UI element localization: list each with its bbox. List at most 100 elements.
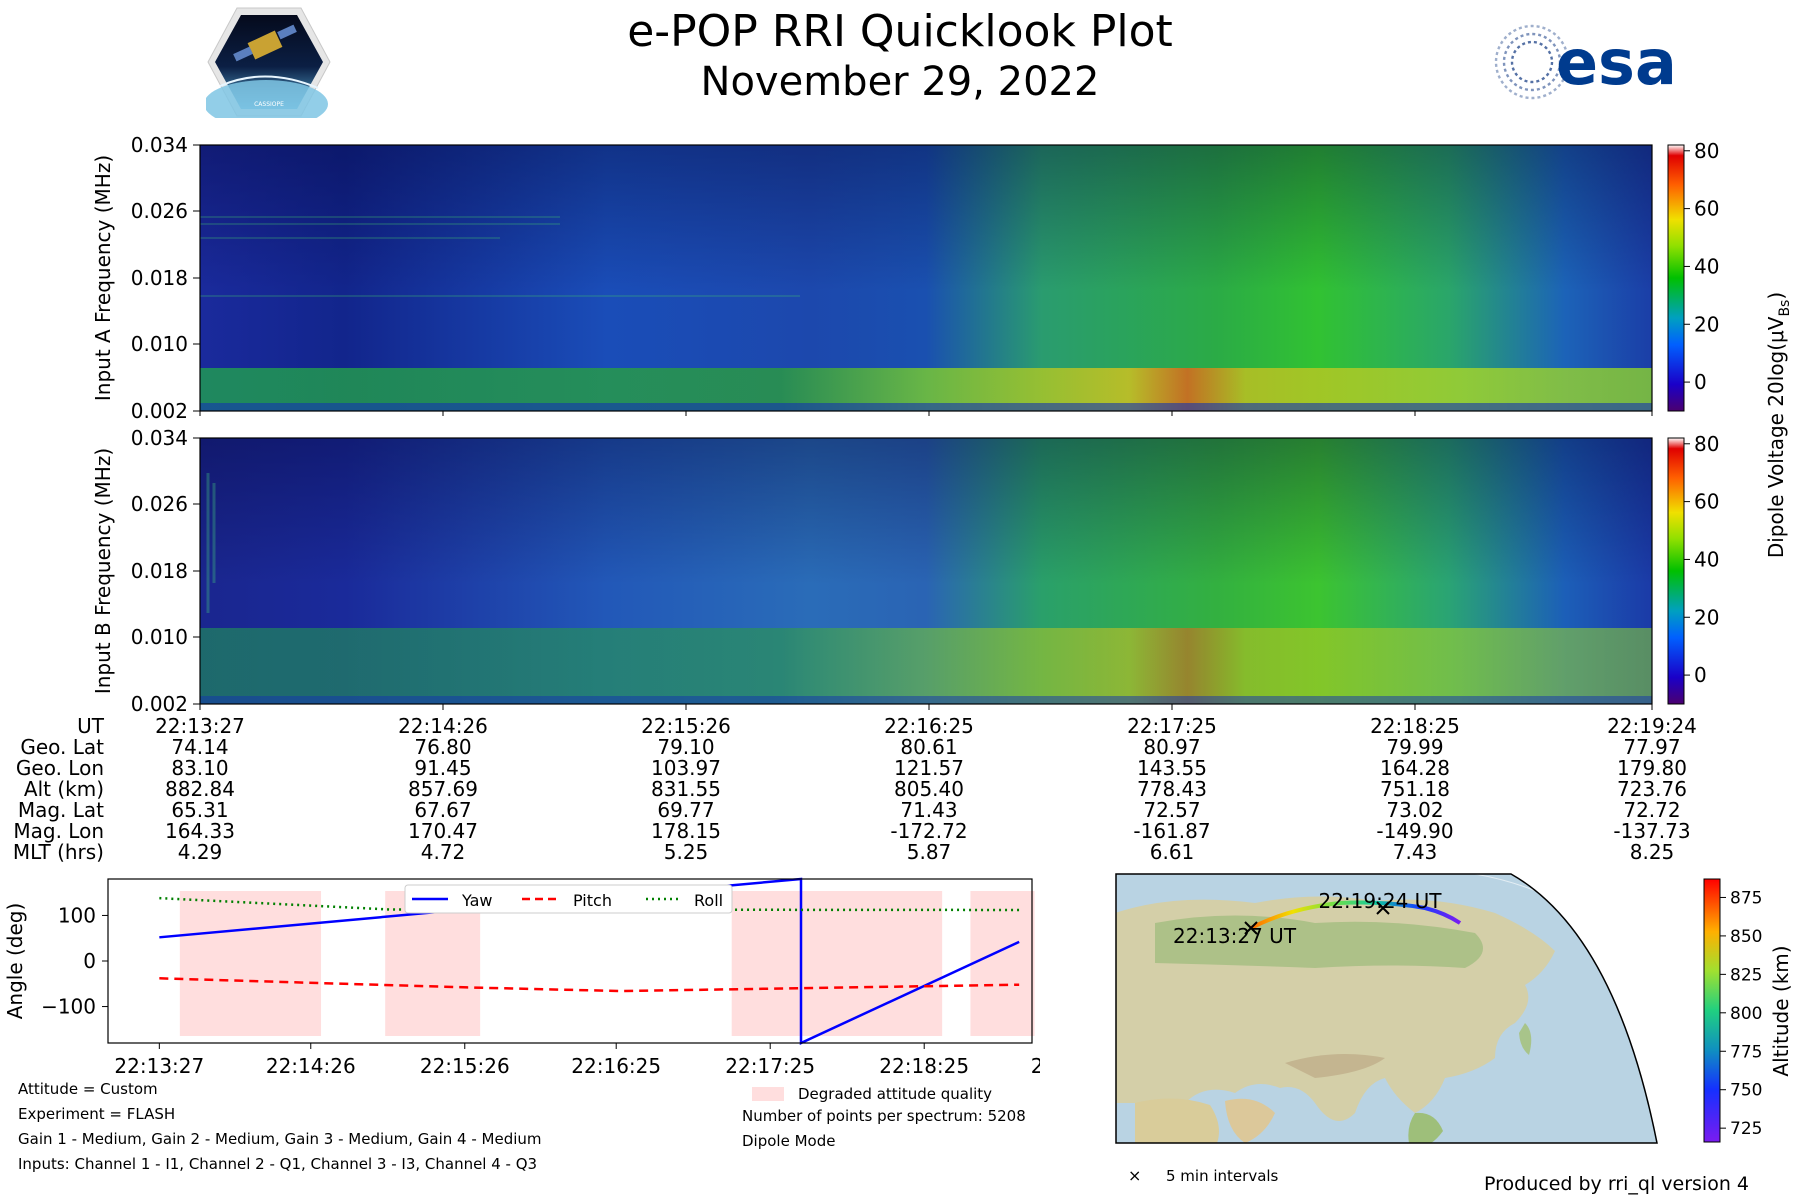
page-subtitle: November 29, 2022 xyxy=(700,59,1100,105)
legend-pitch: Pitch xyxy=(573,891,612,910)
attitude-ytick: −100 xyxy=(41,995,96,1019)
spectrogram-b-ytick: 0.034 xyxy=(131,426,188,450)
altitude-tick-label: 875 xyxy=(1730,888,1762,908)
info-gains: Gain 1 - Medium, Gain 2 - Medium, Gain 3… xyxy=(18,1130,542,1148)
ephemeris-cell: 882.84 xyxy=(165,777,235,801)
ephemeris-table: UT Geo. Lat Geo. Lon Alt (km) Mag. Lat M… xyxy=(0,716,1800,866)
produced-by: Produced by rri_ql version 4 xyxy=(1484,1173,1749,1195)
degraded-attitude-band xyxy=(731,891,943,1036)
ephemeris-cell: 73.02 xyxy=(1386,798,1444,822)
attitude-xtick: 22:14:26 xyxy=(266,1054,356,1078)
attitude-ylabel: Angle (deg) xyxy=(3,903,27,1020)
map-himalaya xyxy=(1285,1054,1385,1078)
ephemeris-cell: 69.77 xyxy=(657,798,715,822)
ephemeris-cell: 22:19:24 xyxy=(1607,714,1697,738)
ephemeris-cell: 83.10 xyxy=(171,756,229,780)
ephemeris-cell: 164.28 xyxy=(1380,756,1450,780)
colorbar-label-text: Dipole Voltage 20log(μV xyxy=(1764,316,1788,558)
degraded-legend-label: Degraded attitude quality xyxy=(798,1085,993,1103)
pitch-line xyxy=(159,977,1020,993)
ephemeris-label-mlt: MLT (hrs) xyxy=(12,840,104,864)
ephemeris-cell: 22:16:25 xyxy=(884,714,974,738)
ephemeris-cell: 79.99 xyxy=(1386,735,1444,759)
altitude-tick-label: 850 xyxy=(1730,927,1762,947)
ephemeris-cell: 121.57 xyxy=(894,756,964,780)
attitude-xtick: 22:15:26 xyxy=(420,1054,510,1078)
info-points: Number of points per spectrum: 5208 xyxy=(742,1107,1026,1125)
ephemeris-cell: 4.29 xyxy=(177,840,223,864)
ephemeris-cell: 22:17:25 xyxy=(1127,714,1217,738)
esa-logo-text: esa xyxy=(1556,26,1677,99)
info-inputs: Inputs: Channel 1 - I1, Channel 2 - Q1, … xyxy=(18,1155,538,1173)
ephemeris-label-mag-lat: Mag. Lat xyxy=(17,798,104,822)
attitude-xtick: 22:13:27 xyxy=(114,1054,204,1078)
ephemeris-cell: 5.25 xyxy=(663,840,709,864)
attitude-xtick: 22:17:25 xyxy=(725,1054,815,1078)
degraded-attitude-band xyxy=(970,891,1035,1036)
ephemeris-cell: 80.97 xyxy=(1143,735,1201,759)
ephemeris-cell: 22:18:25 xyxy=(1370,714,1460,738)
map-africa xyxy=(1135,1098,1219,1143)
spectrogram-b-ylabel: Input B Frequency (MHz) xyxy=(91,448,115,694)
ephemeris-cell: 22:14:26 xyxy=(398,714,488,738)
colorbar-tick-label: 40 xyxy=(1694,547,1719,571)
attitude-xtick: 22:19:24 xyxy=(1031,1054,1040,1078)
attitude-plot: 100 0 −100 22:13:27 22:14:26 22:15:26 22:16:2… xyxy=(3,877,1040,1078)
altitude-tick-label: 825 xyxy=(1730,965,1762,985)
ephemeris-cell: 778.43 xyxy=(1137,777,1207,801)
colorbar-tick-label: 20 xyxy=(1694,312,1719,336)
ephemeris-cell: -137.73 xyxy=(1613,819,1691,843)
orbit-start-marker xyxy=(1244,921,1258,935)
ephemeris-cell: 751.18 xyxy=(1380,777,1450,801)
colorbar-label: Dipole Voltage 20log(μVBs) xyxy=(1764,292,1793,558)
ephemeris-cell: 805.40 xyxy=(894,777,964,801)
ephemeris-cell: -149.90 xyxy=(1376,819,1454,843)
ephemeris-label-alt: Alt (km) xyxy=(23,777,104,801)
altitude-colorbar-label: Altitude (km) xyxy=(1769,945,1793,1076)
ephemeris-cell: 91.45 xyxy=(414,756,472,780)
attitude-ytick: 0 xyxy=(83,949,96,973)
colorbar-tick-label: 0 xyxy=(1694,663,1707,687)
info-attitude: Attitude = Custom xyxy=(18,1080,158,1098)
altitude-tick-label: 775 xyxy=(1730,1042,1762,1062)
colorbar-tick-label: 80 xyxy=(1694,140,1719,163)
ephemeris-label-mag-lon: Mag. Lon xyxy=(13,819,104,843)
colorbar-tick-label: 0 xyxy=(1694,370,1707,394)
ephemeris-cell: -161.87 xyxy=(1133,819,1211,843)
attitude-ytick: 100 xyxy=(58,903,96,927)
orbit-map: 22:13:27 UT 22:19:24 UT xyxy=(1115,873,1658,1144)
colorbar-tick-label: 60 xyxy=(1694,490,1719,514)
ephemeris-cell: 831.55 xyxy=(651,777,721,801)
cassiope-logo: CASSIOPE xyxy=(206,7,331,118)
ephemeris-cell: 67.67 xyxy=(414,798,472,822)
map-japan xyxy=(1519,1023,1532,1055)
spectrogram-b-ytick: 0.002 xyxy=(131,692,188,713)
ephemeris-cell: 8.25 xyxy=(1629,840,1675,864)
page-title: e-POP RRI Quicklook Plot xyxy=(627,6,1173,57)
info-right: Number of points per spectrum: 5208 Dipo… xyxy=(742,1104,1026,1154)
spectrogram-a-yaxis: 0.002 0.010 0.018 0.026 0.034 xyxy=(131,133,200,420)
attitude-xtick: 22:18:25 xyxy=(879,1054,969,1078)
spectrogram-b-ytick: 0.026 xyxy=(131,492,188,516)
ephemeris-cell: 723.76 xyxy=(1617,777,1687,801)
ephemeris-cell: 80.61 xyxy=(900,735,958,759)
degraded-legend: Degraded attitude quality xyxy=(752,1084,1112,1106)
colorbar-tick-label: 60 xyxy=(1694,197,1719,221)
ephemeris-cell: 79.10 xyxy=(657,735,715,759)
colorbar-b: 0 20 40 60 80 xyxy=(1667,433,1719,705)
ephemeris-cell: 178.15 xyxy=(651,819,721,843)
map-indochina xyxy=(1408,1112,1443,1143)
ephemeris-cell: 164.33 xyxy=(165,819,235,843)
orbit-end-label: 22:19:24 UT xyxy=(1318,889,1442,913)
map-arabia xyxy=(1225,1098,1275,1143)
ephemeris-cell: 65.31 xyxy=(171,798,229,822)
cassiope-logo-text: CASSIOPE xyxy=(254,101,284,108)
spectrogram-a-ytick: 0.002 xyxy=(131,399,188,420)
altitude-tick-label: 725 xyxy=(1730,1119,1762,1139)
ephemeris-cell: -172.72 xyxy=(890,819,968,843)
orbit-track xyxy=(1250,900,1462,930)
ephemeris-cell: 71.43 xyxy=(900,798,958,822)
spectrogram-a-ytick: 0.018 xyxy=(131,266,188,290)
ephemeris-cell: 179.80 xyxy=(1617,756,1687,780)
ephemeris-cell: 4.72 xyxy=(420,840,466,864)
